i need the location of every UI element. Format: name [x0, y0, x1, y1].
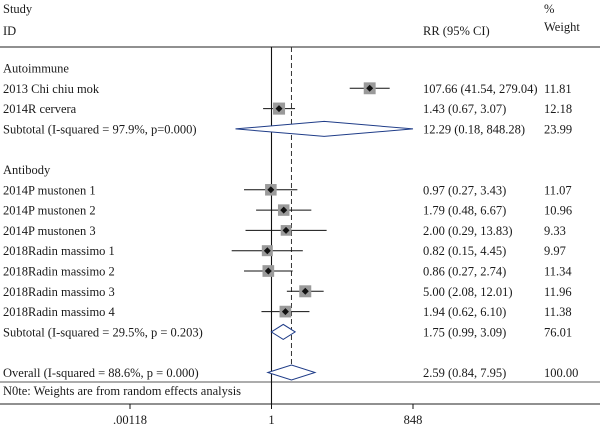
weight-text: 100.00: [544, 366, 578, 380]
weight-text: 11.34: [544, 265, 572, 279]
point-estimate-marker: [263, 247, 271, 255]
study-label: 2018Radin massimo 1: [3, 244, 115, 258]
column-headers: Study ID RR (95% CI) % Weight: [3, 2, 580, 38]
effect-estimate-text: 1.94 (0.62, 6.10): [423, 305, 506, 319]
study-rows: Autoimmune 2013 Chi chiu mok 107.66 (41.54…: [3, 62, 578, 381]
header-weight: Weight: [544, 20, 580, 34]
study-label: 2014R cervera: [3, 102, 77, 116]
subgroup-label: Antibody: [3, 163, 51, 177]
study-label: 2014P mustonen 3: [3, 224, 96, 238]
effect-estimate-text: 1.79 (0.48, 6.67): [423, 204, 506, 218]
point-estimate-marker: [275, 105, 283, 113]
subgroup-label: Autoimmune: [3, 62, 69, 76]
study-label: 2018Radin massimo 4: [3, 305, 116, 319]
weight-text: 9.33: [544, 224, 566, 238]
weight-text: 9.97: [544, 244, 566, 258]
header-weight-symbol: %: [544, 2, 554, 16]
effect-estimate-text: 0.86 (0.27, 2.74): [423, 265, 506, 279]
x-tick-label: .00118: [113, 413, 147, 427]
header-id: ID: [3, 24, 16, 38]
effect-estimate-text: 12.29 (0.18, 848.28): [423, 122, 525, 136]
frame-lines: [0, 46, 600, 405]
overall-label: Overall (I-squared = 88.6%, p = 0.000): [3, 366, 199, 380]
x-axis: .00118 1 848: [113, 404, 422, 427]
point-estimate-marker: [267, 186, 275, 194]
effect-estimate-text: 2.00 (0.29, 13.83): [423, 224, 513, 238]
weight-text: 12.18: [544, 102, 572, 116]
effect-estimate-text: 107.66 (41.54, 279.04): [423, 82, 538, 96]
effect-estimate-text: 5.00 (2.08, 12.01): [423, 285, 513, 299]
effect-estimate-text: 0.97 (0.27, 3.43): [423, 183, 506, 197]
x-tick-label: 1: [268, 413, 274, 427]
study-label: 2013 Chi chiu mok: [3, 82, 100, 96]
weight-text: 11.96: [544, 285, 572, 299]
weight-text: 11.81: [544, 82, 572, 96]
weight-text: 11.38: [544, 305, 572, 319]
point-estimate-marker: [264, 267, 272, 275]
point-estimate-marker: [366, 84, 374, 92]
point-estimate-marker: [280, 206, 288, 214]
study-label: 2018Radin massimo 2: [3, 265, 115, 279]
weight-text: 76.01: [544, 325, 572, 339]
weight-text: 10.96: [544, 204, 572, 218]
x-tick-label: 848: [404, 413, 423, 427]
subtotal-diamond: [270, 323, 297, 340]
study-label: 2014P mustonen 1: [3, 183, 96, 197]
reference-lines: [270, 47, 292, 404]
subtotal-label: Subtotal (I-squared = 97.9%, p=0.000): [3, 122, 197, 136]
subtotal-label: Subtotal (I-squared = 29.5%, p = 0.203): [3, 325, 203, 339]
effect-estimate-text: 0.82 (0.15, 4.45): [423, 244, 506, 258]
effect-estimate-text: 1.43 (0.67, 3.07): [423, 102, 506, 116]
footnote: N0te: Weights are from random effects an…: [3, 384, 241, 398]
weight-text: 11.07: [544, 183, 572, 197]
subtotal-diamond: [235, 120, 414, 137]
study-label: 2018Radin massimo 3: [3, 285, 115, 299]
header-effect: RR (95% CI): [423, 24, 490, 38]
point-estimate-marker: [301, 287, 309, 295]
effect-estimate-text: 2.59 (0.84, 7.95): [423, 366, 506, 380]
header-study: Study: [3, 2, 33, 16]
effect-estimate-text: 1.75 (0.99, 3.09): [423, 325, 506, 339]
weight-text: 23.99: [544, 122, 572, 136]
study-label: 2014P mustonen 2: [3, 204, 96, 218]
overall-diamond: [266, 364, 317, 381]
point-estimate-marker: [282, 226, 290, 234]
point-estimate-marker: [281, 308, 289, 316]
